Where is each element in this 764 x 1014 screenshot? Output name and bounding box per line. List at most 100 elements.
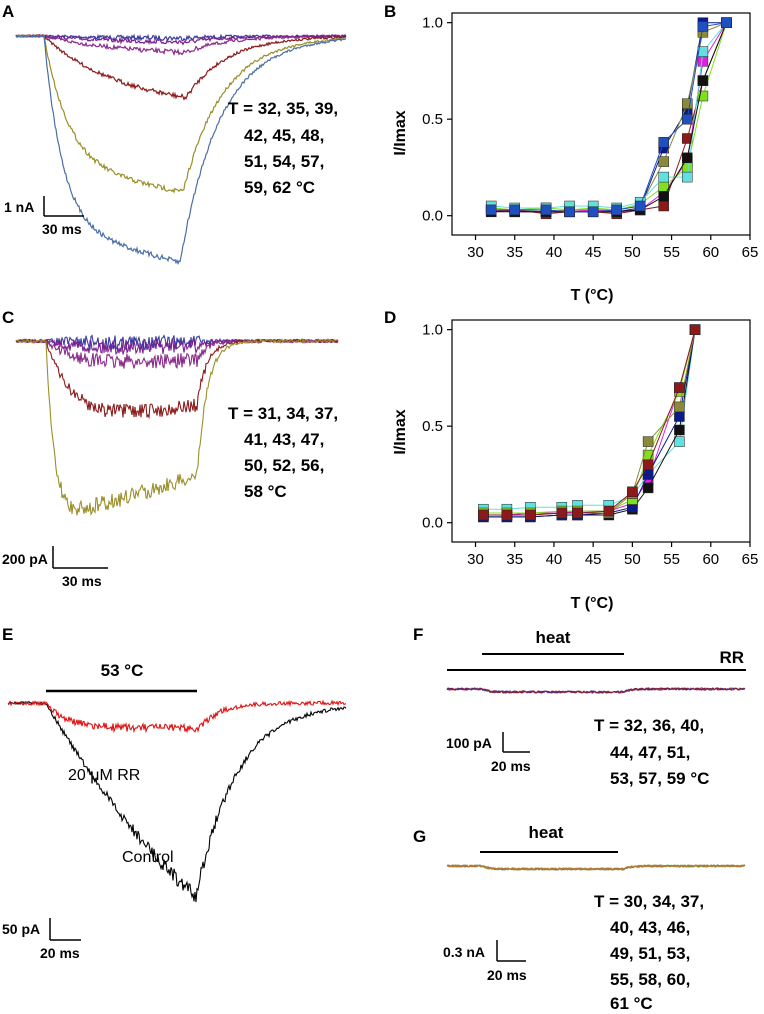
panel-label-g: G bbox=[413, 827, 426, 846]
panel-b-ytick-label: 1.0 bbox=[422, 15, 443, 32]
panel-b-ytick-label: 0.0 bbox=[422, 208, 443, 225]
panel-c-temps-line-4: 58 °C bbox=[244, 482, 287, 501]
panel-d-point bbox=[627, 486, 638, 498]
panel-b-point bbox=[721, 17, 732, 28]
panel-d-xtick-label: 55 bbox=[663, 551, 680, 568]
panel-b-point bbox=[509, 204, 520, 216]
panel-d-series-line-7 bbox=[483, 329, 696, 516]
panel-d-xtick-label: 30 bbox=[467, 551, 484, 568]
panel-a-temps-line-1: T = 32, 35, 39, bbox=[228, 99, 338, 118]
panel-d-point bbox=[689, 324, 701, 335]
panel-d-point bbox=[674, 436, 685, 447]
panel-a-traces bbox=[15, 33, 347, 266]
panel-f-stimulus: heat RR bbox=[447, 628, 746, 671]
panel-b-plot: 30 35 40 45 50 55 60 65 0.0 0.5 1.0 bbox=[422, 12, 758, 261]
panel-b-point bbox=[564, 206, 575, 218]
panel-label-f: F bbox=[413, 625, 423, 644]
panel-f-temperature-list: T = 32, 36, 40, 44, 47, 51, 53, 57, 59 °… bbox=[594, 716, 709, 788]
panel-d-xtick-label: 50 bbox=[624, 551, 641, 568]
panel-d-point bbox=[674, 382, 685, 393]
panel-a-trace-1 bbox=[15, 34, 347, 266]
panel-d-point bbox=[478, 509, 489, 521]
panel-a-trace-2 bbox=[15, 33, 347, 194]
panel-a-trace-3 bbox=[15, 33, 346, 101]
panel-g-scale-bar: 0.3 nA 20 ms bbox=[443, 940, 527, 983]
panel-g-temperature-list: T = 30, 34, 37, 40, 43, 46, 49, 51, 53, … bbox=[594, 892, 704, 1013]
panel-d-ylabel: I/Imax bbox=[392, 409, 409, 454]
panel-c-scale-bar: 200 pA 30 ms bbox=[2, 546, 108, 589]
panel-b-point bbox=[611, 204, 622, 216]
panel-d-xlabel: T (°C) bbox=[571, 595, 614, 612]
panel-f-temps-line-3: 53, 57, 59 °C bbox=[610, 769, 709, 788]
panel-d-xtick-label: 40 bbox=[546, 551, 563, 568]
panel-d-point bbox=[501, 509, 513, 521]
panel-e-scale-y: 50 pA bbox=[2, 921, 40, 937]
panel-a-scale-x: 30 ms bbox=[42, 221, 82, 237]
panel-label-d: D bbox=[384, 308, 396, 327]
panel-b-xlabel: T (°C) bbox=[571, 287, 614, 304]
panel-e-stim-label: 53 °C bbox=[101, 661, 144, 680]
panel-c-scale-y: 200 pA bbox=[2, 551, 48, 567]
panel-b-point bbox=[658, 171, 669, 183]
panel-a-trace-4 bbox=[15, 33, 347, 57]
panel-c-temps-line-3: 50, 52, 56, bbox=[244, 456, 324, 475]
panel-b-ytick-label: 0.5 bbox=[422, 111, 443, 128]
panel-d-point bbox=[642, 459, 654, 471]
panel-b-point bbox=[485, 204, 497, 216]
panel-d-point bbox=[603, 505, 615, 517]
panel-d-point bbox=[642, 436, 654, 447]
panel-c-temps-line-2: 41, 43, 47, bbox=[244, 430, 324, 449]
panel-d-frame bbox=[451, 319, 751, 543]
panel-b-point bbox=[682, 171, 693, 183]
panel-a-temps-line-2: 42, 45, 48, bbox=[244, 126, 324, 145]
panel-d-point bbox=[556, 507, 568, 519]
panel-label-e: E bbox=[2, 625, 13, 644]
panel-g-temps-line-4: 55, 58, 60, bbox=[610, 970, 690, 989]
panel-g-traces bbox=[446, 863, 746, 871]
panel-d-xtick-label: 35 bbox=[506, 551, 523, 568]
panel-g-temps-line-1: T = 30, 34, 37, bbox=[594, 892, 704, 911]
panel-a-temps-line-4: 59, 62 °C bbox=[244, 178, 315, 197]
panel-c-temperature-list: T = 31, 34, 37, 41, 43, 47, 50, 52, 56, … bbox=[228, 404, 338, 501]
panel-d-series-line-6 bbox=[483, 329, 696, 516]
panel-c-traces bbox=[15, 334, 339, 516]
panel-e-rr-label: 20 μM RR bbox=[68, 767, 140, 784]
panel-b-point bbox=[697, 90, 709, 102]
panel-c-trace-1 bbox=[15, 338, 339, 516]
panel-a-scale-bar: 1 nA 30 ms bbox=[4, 196, 84, 237]
panel-f-scale-bar: 100 pA 20 ms bbox=[446, 732, 531, 774]
panel-b-point bbox=[697, 46, 709, 57]
panel-b-ylabel: I/Imax bbox=[392, 110, 409, 155]
panel-g-stimulus: heat bbox=[480, 823, 618, 853]
panel-g-temps-line-3: 49, 51, 53, bbox=[610, 944, 690, 963]
panel-b-frame bbox=[451, 12, 751, 236]
panel-b-point bbox=[697, 56, 709, 67]
panel-d-point bbox=[642, 482, 654, 494]
panel-f-trace-3 bbox=[446, 686, 746, 694]
panel-b-point bbox=[634, 200, 646, 212]
panel-d-point bbox=[674, 424, 685, 436]
panel-b-point bbox=[658, 200, 669, 212]
panel-d-series-line-4 bbox=[483, 329, 696, 518]
panel-f-temps-line-2: 44, 47, 51, bbox=[610, 743, 690, 762]
panel-b-xtick-label: 55 bbox=[663, 244, 680, 261]
panel-g-temps-line-2: 40, 43, 46, bbox=[610, 918, 690, 937]
panel-label-c: C bbox=[2, 308, 14, 327]
panel-c-temps-line-1: T = 31, 34, 37, bbox=[228, 404, 338, 423]
panel-e-scale-bar: 50 pA 20 ms bbox=[2, 918, 81, 961]
panel-b-xtick-label: 30 bbox=[467, 244, 484, 261]
panel-d-xtick-label: 60 bbox=[702, 551, 719, 568]
panel-label-b: B bbox=[384, 2, 396, 21]
panel-d-ytick-label: 0.0 bbox=[422, 515, 443, 532]
panel-f-traces bbox=[446, 686, 746, 695]
panel-g-trace-4 bbox=[446, 864, 746, 871]
panel-d-series-line-1 bbox=[483, 329, 696, 516]
panel-b-xtick-label: 40 bbox=[546, 244, 563, 261]
panel-f-heat-label: heat bbox=[536, 628, 571, 647]
panel-b-xtick-label: 50 bbox=[624, 244, 641, 261]
panel-a-trace-5 bbox=[15, 33, 347, 46]
panel-d-series-line-5 bbox=[483, 329, 696, 514]
panel-f-temps-line-1: T = 32, 36, 40, bbox=[594, 716, 704, 735]
panel-a-temperature-list: T = 32, 35, 39, 42, 45, 48, 51, 54, 57, … bbox=[228, 99, 338, 197]
panel-e-scale-x: 20 ms bbox=[40, 945, 80, 961]
